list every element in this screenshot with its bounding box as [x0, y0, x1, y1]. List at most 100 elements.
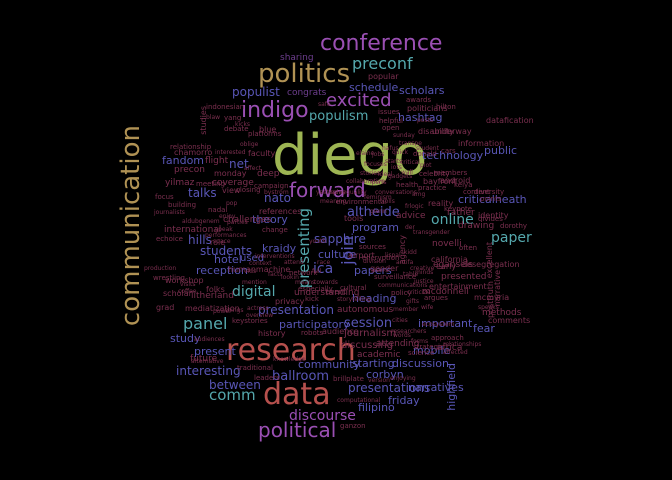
- word-trolls: trolls: [380, 198, 395, 205]
- word-feminism: feminism: [364, 194, 392, 201]
- word-understanding: understanding: [294, 288, 360, 298]
- word-attending: attending: [376, 339, 420, 349]
- word-net: net: [229, 157, 249, 171]
- word-presentations: presentations: [348, 381, 431, 395]
- word-attend: attend: [284, 259, 304, 266]
- word-gifts: gifts: [406, 298, 419, 305]
- word-public: public: [484, 144, 518, 157]
- word-focuses: focuses: [364, 161, 387, 168]
- word-scholars: scholars: [399, 84, 445, 97]
- word-desegregation: desegregation: [462, 260, 520, 269]
- word-nadal: nadal: [208, 206, 228, 214]
- word-argues: argues: [424, 294, 448, 302]
- word-facts: facts: [268, 271, 283, 278]
- word-meaning: meaning: [320, 198, 347, 205]
- word-words: words: [393, 332, 411, 339]
- word-blue: blue: [259, 125, 277, 134]
- word-rather: rather: [447, 208, 475, 218]
- word-glenn: glenn: [370, 208, 387, 215]
- word-tools: tools: [344, 214, 364, 223]
- word-ideal: ideal: [378, 171, 393, 178]
- word-populism: populism: [309, 109, 369, 124]
- word-cities: cities: [392, 317, 408, 324]
- word-research: research: [226, 333, 356, 368]
- word-discussion: discussion: [392, 357, 450, 370]
- word-alternative: alternative: [191, 358, 224, 365]
- word-helpful: helpful: [379, 117, 403, 125]
- word-full: full: [312, 268, 322, 275]
- word-flight: flight: [205, 156, 229, 166]
- word-relationship: relationship: [170, 143, 212, 151]
- word-environmental: environmental: [336, 198, 387, 206]
- word-egansels: egansels: [433, 260, 473, 270]
- word-actress: actress: [247, 305, 269, 312]
- word-approach: approach: [431, 334, 464, 342]
- word-underway: underway: [432, 127, 472, 136]
- word-chamorro: chamorro: [174, 148, 213, 157]
- word-mcdonnell: mcdonnell: [422, 287, 469, 297]
- word-cars: cars: [441, 147, 456, 155]
- word-references: references: [259, 207, 302, 216]
- word-context: context: [249, 260, 272, 267]
- word-kidd: kidd: [404, 249, 417, 256]
- word-important: important: [418, 317, 473, 330]
- word-bayfront: bayfront: [423, 177, 457, 186]
- word-health: health: [396, 181, 419, 189]
- word-comments: comments: [488, 316, 531, 325]
- word-mediatization: mediatization: [185, 304, 240, 313]
- word-blaw: blaw: [206, 114, 221, 121]
- word-ballroom: ballroom: [272, 369, 330, 384]
- word-transpe: transpe: [399, 140, 422, 147]
- word-event: event: [326, 288, 346, 296]
- word-student: student: [416, 145, 439, 152]
- word-brillplate: brillplate: [333, 375, 364, 383]
- word-member: member: [393, 306, 419, 313]
- word-speak: speak: [215, 226, 233, 233]
- word-fear: fear: [473, 322, 495, 335]
- word-popular: popular: [368, 72, 399, 81]
- word-quick: quick: [392, 149, 409, 156]
- word-hotel: hotel: [214, 253, 242, 266]
- word-role: role: [210, 238, 226, 247]
- word-echoice: echoice: [156, 235, 183, 243]
- word-lispal: lispal: [385, 252, 401, 259]
- word-computational: computational: [337, 397, 381, 404]
- word-celebrity: celebrity: [419, 170, 450, 178]
- word-interventions: interventions: [255, 253, 295, 260]
- word-politics: politics: [258, 59, 351, 89]
- word-change: change: [262, 226, 288, 234]
- word-autonomous: autonomous: [337, 305, 394, 315]
- word-airport: airport: [348, 251, 375, 260]
- word-novelli: novelli: [432, 239, 462, 249]
- word-campaign: campaign: [254, 182, 289, 190]
- word-keystories: keystories: [232, 317, 268, 325]
- word-africa: africa: [437, 343, 463, 353]
- word-division: division: [363, 258, 386, 265]
- word-justice: justice: [414, 278, 434, 285]
- word-gadgets: gadgets: [388, 173, 413, 180]
- word-interesting: interesting: [176, 364, 241, 378]
- word-present: present: [194, 345, 236, 358]
- word-speaks: speaks: [478, 304, 499, 311]
- word-iots: iots: [391, 164, 402, 171]
- word-power: power: [213, 308, 232, 315]
- word-lpsrts: lpsrts: [370, 179, 387, 186]
- word-coverage: coverage: [212, 178, 254, 188]
- word-hills: hills: [188, 233, 212, 247]
- word-communication: communication: [116, 125, 146, 327]
- word-stories: stories: [360, 170, 381, 177]
- word-forward: forward: [289, 178, 366, 202]
- word-academic: academic: [357, 350, 401, 360]
- word-paper: paper: [491, 230, 532, 246]
- word-lookin: lookin: [281, 274, 299, 281]
- word-content: content: [463, 188, 490, 196]
- word-robots: robots: [301, 329, 324, 337]
- word-towards: towards: [314, 279, 338, 286]
- word-overview: overview: [246, 312, 274, 319]
- word-parties: parties: [227, 219, 248, 226]
- word-reality: reality: [428, 199, 454, 208]
- word-panel: panel: [183, 314, 228, 333]
- word-journalism: journalism: [344, 328, 397, 339]
- word-network: network: [289, 269, 318, 277]
- word-california: california: [431, 255, 468, 264]
